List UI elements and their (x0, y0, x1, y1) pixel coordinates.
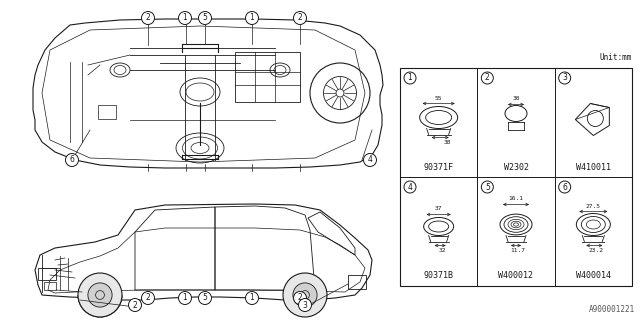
Circle shape (404, 72, 416, 84)
Circle shape (88, 283, 112, 307)
Text: 2: 2 (485, 74, 490, 83)
Text: 4: 4 (408, 182, 412, 191)
Text: 23.2: 23.2 (589, 249, 604, 253)
Text: 90371B: 90371B (424, 271, 454, 281)
Text: 90371F: 90371F (424, 163, 454, 172)
Text: 5: 5 (203, 293, 207, 302)
Text: A900001221: A900001221 (589, 305, 635, 314)
Text: 1: 1 (250, 13, 254, 22)
Bar (400, 68, 632, 286)
Text: 2: 2 (298, 293, 302, 302)
Text: 1: 1 (182, 13, 188, 22)
Text: 2: 2 (132, 300, 138, 309)
Circle shape (364, 154, 376, 166)
Text: 5: 5 (203, 13, 207, 22)
Text: 6: 6 (70, 156, 74, 164)
Text: 11.7: 11.7 (511, 249, 525, 253)
Bar (38, 268, 56, 280)
Text: W2302: W2302 (504, 163, 529, 172)
Circle shape (198, 292, 211, 305)
Circle shape (294, 12, 307, 25)
Bar (235, 52, 300, 102)
Text: 3: 3 (303, 300, 307, 309)
Circle shape (141, 292, 154, 305)
Bar (348, 275, 366, 289)
Circle shape (283, 273, 327, 317)
Text: 16.1: 16.1 (509, 196, 524, 202)
Circle shape (481, 72, 493, 84)
Text: 3: 3 (562, 74, 567, 83)
Circle shape (293, 283, 317, 307)
Circle shape (141, 12, 154, 25)
Text: 27.5: 27.5 (586, 204, 601, 209)
Bar (98, 105, 116, 119)
Text: 1: 1 (250, 293, 254, 302)
Text: W400014: W400014 (576, 271, 611, 281)
Text: 1: 1 (182, 293, 188, 302)
Circle shape (298, 299, 312, 311)
Circle shape (129, 299, 141, 311)
Circle shape (198, 12, 211, 25)
Bar (44, 282, 56, 290)
Text: W400012: W400012 (499, 271, 534, 281)
Circle shape (179, 12, 191, 25)
Text: 37: 37 (435, 206, 442, 212)
Text: 2: 2 (298, 13, 302, 22)
Circle shape (559, 72, 571, 84)
Text: Unit:mm: Unit:mm (600, 53, 632, 62)
Circle shape (294, 292, 307, 305)
Circle shape (481, 181, 493, 193)
Circle shape (559, 181, 571, 193)
Text: 2: 2 (146, 13, 150, 22)
Text: 5: 5 (485, 182, 490, 191)
Text: 55: 55 (435, 95, 442, 100)
Text: 32: 32 (439, 249, 447, 253)
Circle shape (246, 12, 259, 25)
Text: 2: 2 (146, 293, 150, 302)
Circle shape (78, 273, 122, 317)
Text: 30: 30 (512, 97, 520, 101)
Text: W410011: W410011 (576, 163, 611, 172)
Circle shape (65, 154, 79, 166)
Text: 6: 6 (562, 182, 567, 191)
Text: 38: 38 (444, 140, 451, 145)
Circle shape (404, 181, 416, 193)
Text: 1: 1 (408, 74, 412, 83)
Circle shape (246, 292, 259, 305)
Text: 4: 4 (367, 156, 372, 164)
Circle shape (179, 292, 191, 305)
